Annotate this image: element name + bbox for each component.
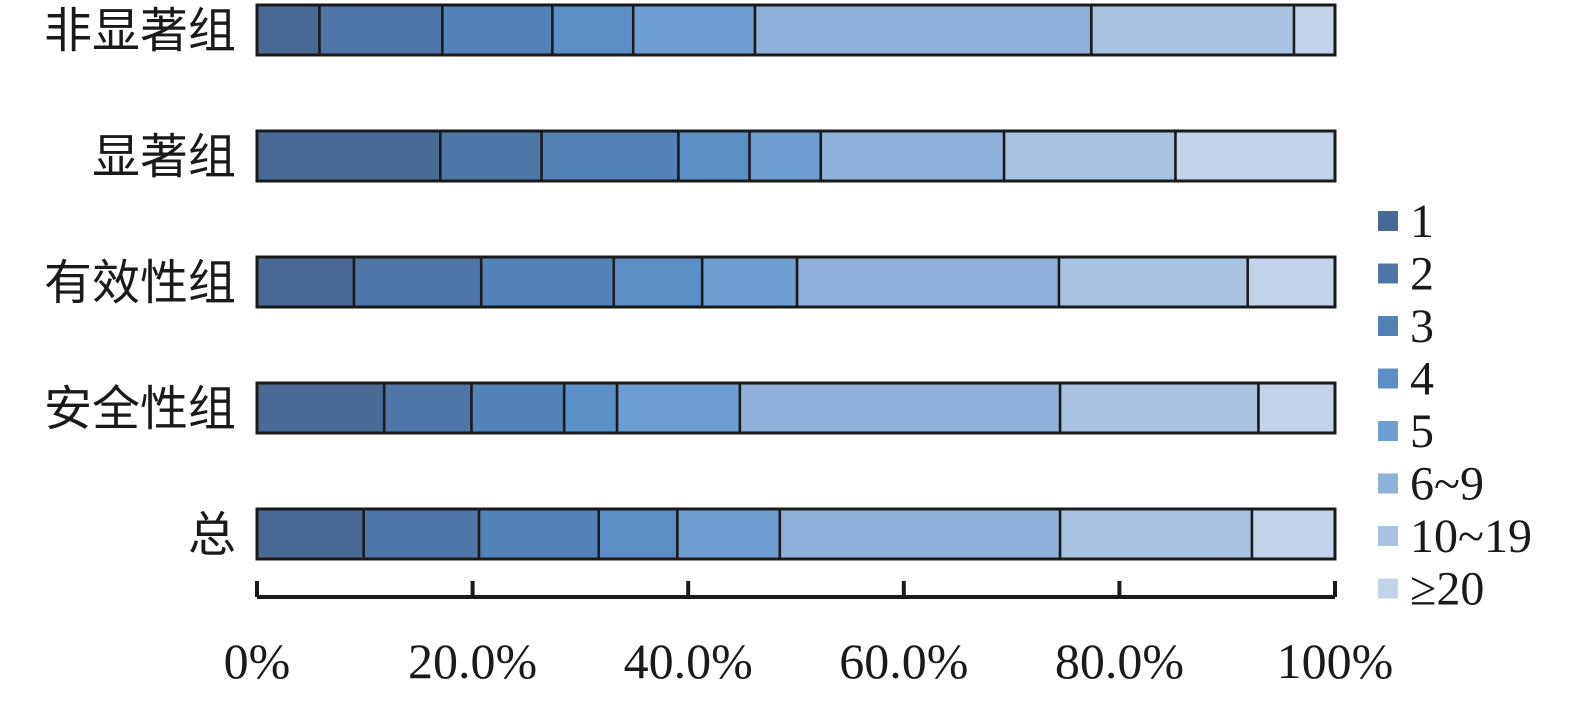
- bar-segment-3-7: [1057, 255, 1249, 309]
- bar-segment-2-8: [1174, 129, 1337, 183]
- bar-segment-4-2: [382, 381, 473, 435]
- x-axis: 0% 20.0% 40.0% 60.0% 80.0% 100%: [224, 581, 1394, 689]
- legend-label: 1: [1410, 195, 1434, 248]
- bar-segment-4-5: [615, 381, 742, 435]
- bar-segment-4-3: [470, 381, 566, 435]
- bar-segment-2-4: [677, 129, 751, 183]
- x-tick-label: 80.0%: [1055, 633, 1184, 689]
- bar-outline-1: [255, 3, 1337, 57]
- bar-segment-1-3: [441, 3, 554, 57]
- bar-segment-1-8: [1292, 3, 1337, 57]
- bar-outline-3: [255, 255, 1337, 309]
- legend-swatch: [1378, 368, 1398, 389]
- category-label: 显著组: [92, 129, 236, 185]
- bar-segment-1-6: [753, 3, 1093, 57]
- legend-swatch: [1378, 316, 1398, 336]
- legend-label: 2: [1410, 248, 1434, 301]
- bar-segment-2-1: [255, 129, 442, 183]
- bar-segment-1-1: [255, 3, 321, 57]
- bar-outline-5: [255, 507, 1337, 561]
- bar-segment-5-8: [1250, 507, 1337, 561]
- bar-segment-1-7: [1090, 3, 1296, 57]
- bar-segment-1-5: [631, 3, 757, 57]
- bar-segment-5-5: [676, 507, 782, 561]
- bar-segment-5-6: [778, 507, 1062, 561]
- bar-segment-4-7: [1058, 381, 1260, 435]
- bar-segment-2-7: [1002, 129, 1177, 183]
- bar-segment-3-6: [795, 255, 1061, 309]
- x-tick-label: 20.0%: [408, 633, 537, 689]
- legend-label: 4: [1410, 353, 1434, 406]
- legend-label: ≥20: [1410, 563, 1484, 616]
- bars-layer: [255, 3, 1337, 561]
- bar-outline-2: [255, 129, 1337, 183]
- legend-label: 5: [1410, 405, 1434, 458]
- bar-segment-3-1: [255, 255, 356, 309]
- legend-swatch: [1378, 578, 1398, 599]
- bar-segment-3-3: [479, 255, 616, 309]
- bar-segment-5-3: [477, 507, 601, 561]
- bar-segment-2-6: [819, 129, 1006, 183]
- x-tick-label: 40.0%: [624, 633, 753, 689]
- bar-segment-2-3: [540, 129, 680, 183]
- legend-swatch: [1378, 473, 1398, 494]
- legend-swatch: [1378, 526, 1398, 546]
- legend-swatch: [1378, 211, 1398, 231]
- bar-segment-1-4: [551, 3, 635, 57]
- legend-label: 6~9: [1410, 458, 1484, 511]
- bar-segment-5-4: [597, 507, 679, 561]
- category-label: 非显著组: [44, 3, 236, 59]
- category-label: 有效性组: [44, 255, 236, 311]
- legend-swatch: [1378, 421, 1398, 441]
- bar-segment-4-1: [255, 381, 386, 435]
- bar-segment-3-2: [352, 255, 483, 309]
- bar-segment-5-7: [1058, 507, 1254, 561]
- legend-swatch: [1378, 263, 1398, 284]
- bar-segment-3-8: [1246, 255, 1337, 309]
- category-label: 安全性组: [44, 381, 236, 437]
- x-tick-label: 100%: [1277, 633, 1394, 689]
- bar-segment-4-8: [1257, 381, 1337, 435]
- bar-segment-3-4: [612, 255, 704, 309]
- x-tick-label: 60.0%: [839, 633, 968, 689]
- bar-segment-4-4: [562, 381, 619, 435]
- bar-segment-5-1: [255, 507, 365, 561]
- legend-label: 3: [1410, 300, 1434, 353]
- bar-segment-4-6: [738, 381, 1062, 435]
- category-label: 总: [188, 507, 236, 563]
- x-tick-label: 0%: [224, 633, 291, 689]
- bar-outline-4: [255, 381, 1337, 435]
- bar-segment-2-5: [748, 129, 822, 183]
- bar-segment-2-2: [439, 129, 543, 183]
- bar-segment-3-5: [700, 255, 799, 309]
- legend-label: 10~19: [1410, 510, 1532, 563]
- bar-segment-5-2: [362, 507, 481, 561]
- bar-segment-1-2: [318, 3, 444, 57]
